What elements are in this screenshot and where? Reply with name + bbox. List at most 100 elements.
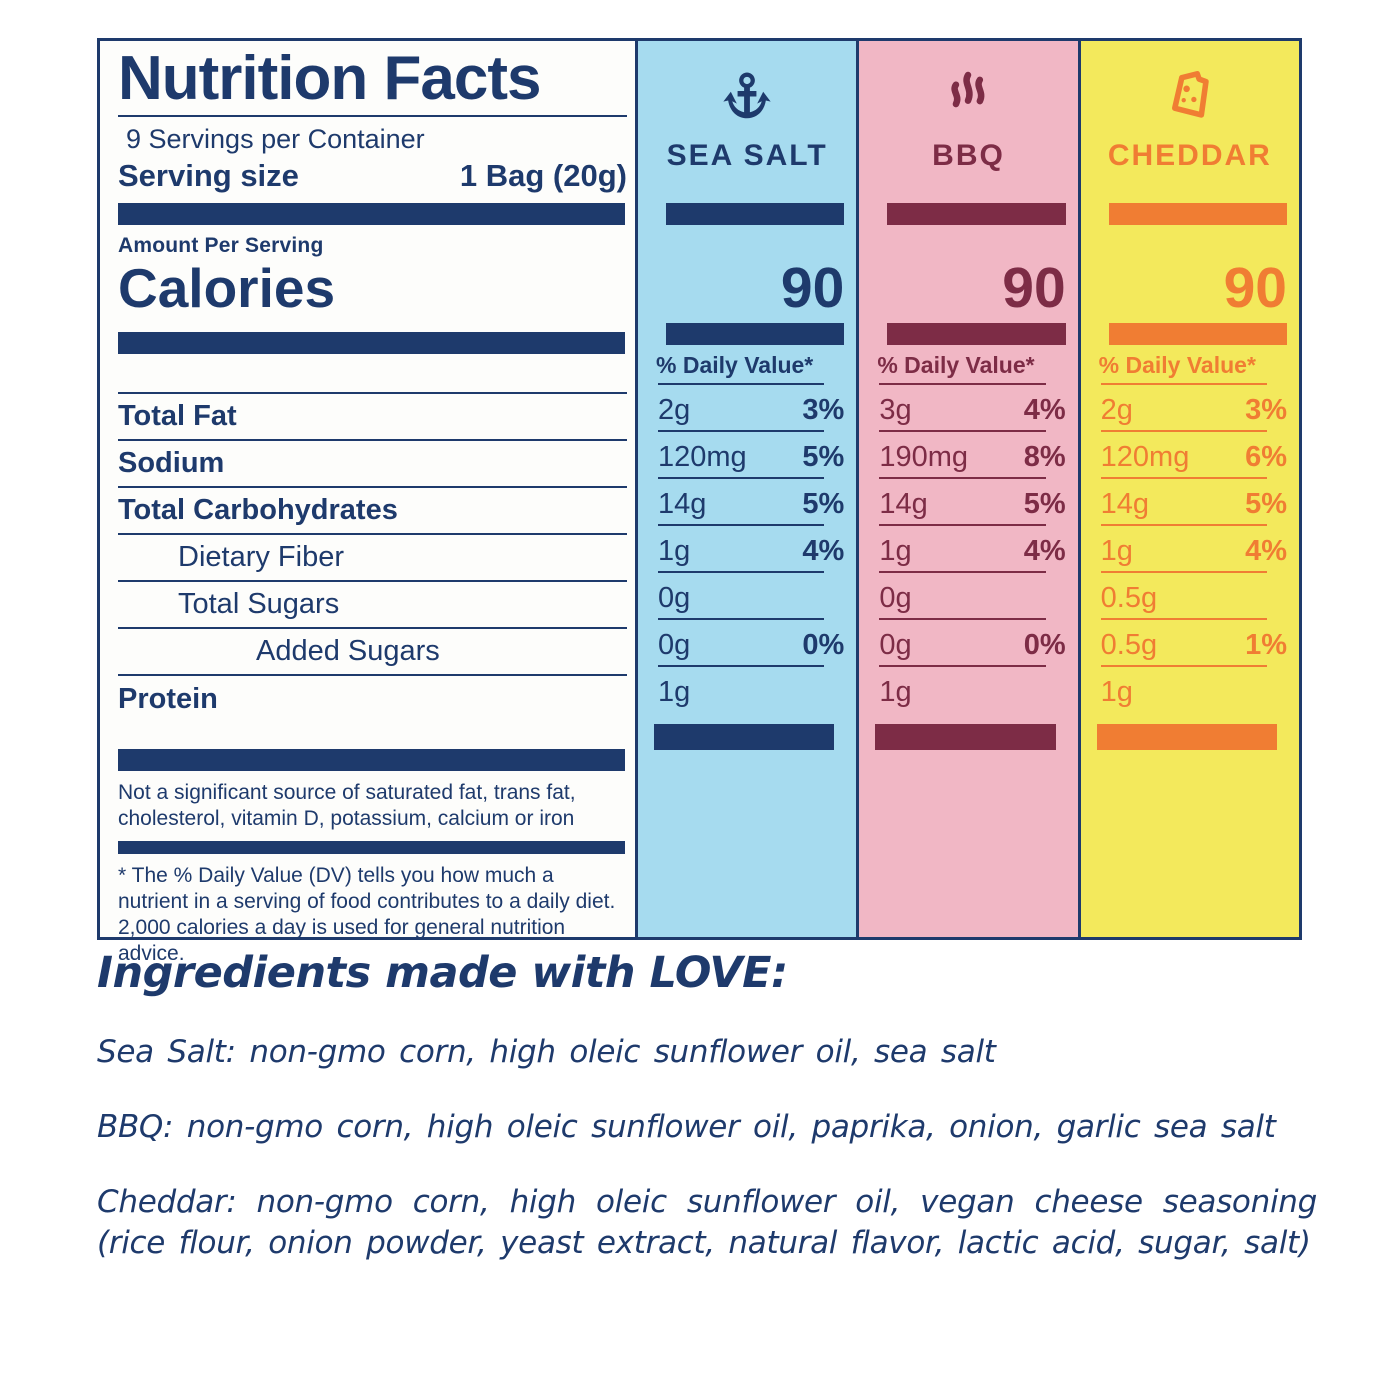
value-row: 1g 4%: [859, 526, 1077, 573]
daily-value-header: % Daily Value*: [859, 345, 1077, 385]
divider-bar: [118, 841, 625, 855]
amount-value: 14g: [879, 488, 928, 520]
nutrient-rows: Total Fat Sodium Total Carbohydrates Dietar…: [118, 394, 627, 723]
flavor-column-sea-salt: SEA SALT 90 % Daily Value* 2g 3% 120mg 5% 14…: [635, 41, 857, 937]
calories-value: 90: [1223, 256, 1287, 320]
flavor-header: BBQ: [859, 41, 1077, 203]
value-row: 0g 0%: [859, 620, 1077, 667]
amount-value: 0.5g: [1100, 582, 1158, 614]
daily-value-percent: 5%: [802, 488, 845, 520]
nutrient-label: Total Sugars: [178, 588, 340, 620]
flavor-name: BBQ: [932, 139, 1005, 172]
calories-value: 90: [1002, 256, 1066, 320]
nutrient-row-protein: Protein: [118, 676, 627, 723]
ingredients-sea-salt: Sea Salt: non-gmo corn, high oleic sunfl…: [97, 1034, 996, 1070]
divider-bar: [118, 203, 625, 225]
value-row: 1g: [859, 667, 1077, 714]
value-row: 14g 5%: [1081, 479, 1299, 526]
cheese-icon: [1171, 71, 1209, 118]
daily-value-percent: 3%: [1245, 394, 1287, 426]
value-row: 0.5g: [1081, 573, 1299, 620]
value-row: 3g 4%: [859, 385, 1077, 432]
anchor-icon: [723, 72, 771, 119]
amount-value: 120mg: [1100, 441, 1190, 473]
flavor-column-bbq: BBQ 90 % Daily Value* 3g 4% 190mg 8% 14g 5% 1g…: [856, 41, 1078, 937]
daily-value-header: % Daily Value*: [1081, 345, 1299, 385]
daily-value-header: % Daily Value*: [638, 345, 856, 385]
ingredients-cheddar: Cheddar: non-gmo corn, high oleic sunflo…: [97, 1183, 1317, 1261]
amount-value: 0.5g: [1100, 629, 1158, 661]
value-row: 14g 5%: [638, 479, 856, 526]
value-row: 1g 4%: [1081, 526, 1299, 573]
flavor-name: CHEDDAR: [1107, 139, 1272, 172]
amount-value: 0g: [879, 582, 912, 614]
amount-value: 0g: [658, 582, 691, 614]
nutrient-label: Dietary Fiber: [178, 541, 344, 573]
calories-row: 90: [1081, 225, 1299, 323]
daily-value-percent: 8%: [1023, 441, 1066, 473]
flavor-name: SEA SALT: [666, 139, 828, 172]
flavor-header: SEA SALT: [638, 41, 856, 203]
nutrient-values: 2g 3% 120mg 5% 14g 5% 1g 4% 0g 0g 0% 1g: [638, 385, 856, 714]
nutrient-values: 2g 3% 120mg 6% 14g 5% 1g 4% 0.5g 0.5g 1% 1g: [1081, 385, 1299, 714]
value-row: 0g: [859, 573, 1077, 620]
divider-bar: [887, 203, 1066, 225]
value-row: 1g 4%: [638, 526, 856, 573]
nutrition-facts-title: Nutrition Facts: [118, 41, 627, 118]
daily-value-percent: 4%: [1023, 394, 1066, 426]
flavor-icon: [718, 67, 776, 129]
nutrition-facts-left-panel: Nutrition Facts 9 Servings per Container…: [100, 41, 635, 965]
amount-value: 1g: [1100, 535, 1133, 567]
nutrition-facts-panel: Nutrition Facts 9 Servings per Container…: [97, 38, 1302, 965]
amount-value: 1g: [1100, 676, 1133, 708]
nutrient-row-sodium: Sodium: [118, 441, 627, 488]
value-row: 0g 0%: [638, 620, 856, 667]
value-row: 1g: [638, 667, 856, 714]
value-row: 0g: [638, 573, 856, 620]
nutrient-row-added-sugars: Added Sugars: [118, 629, 627, 676]
divider-bar: [1096, 724, 1277, 750]
nutrient-label: Added Sugars: [256, 635, 440, 667]
value-row: 2g 3%: [1081, 385, 1299, 432]
value-row: 1g: [1081, 667, 1299, 714]
divider-bar: [887, 323, 1066, 345]
amount-value: 120mg: [658, 441, 747, 473]
ingredients-heading: Ingredients made with LOVE:: [97, 948, 788, 998]
flavor-columns: SEA SALT 90 % Daily Value* 2g 3% 120mg 5% 14…: [635, 41, 1299, 937]
value-row: 190mg 8%: [859, 432, 1077, 479]
flavor-column-cheddar: CHEDDAR 90 % Daily Value* 2g 3% 120mg 6% 14g…: [1077, 41, 1299, 937]
amount-value: 2g: [658, 394, 691, 426]
nutrient-row-total-carbohydrates: Total Carbohydrates: [118, 488, 627, 535]
amount-value: 0g: [658, 629, 691, 661]
amount-value: 1g: [658, 676, 691, 708]
daily-value-percent: 4%: [1245, 535, 1287, 567]
footnote-daily-value: * The % Daily Value (DV) tells you how m…: [118, 864, 616, 966]
value-row: 2g 3%: [638, 385, 856, 432]
amount-value: 14g: [1100, 488, 1150, 520]
serving-size-row: Serving size 1 Bag (20g): [118, 158, 627, 194]
daily-value-percent: 5%: [1245, 488, 1287, 520]
calories-row: 90: [859, 225, 1077, 323]
daily-value-percent: 0%: [1023, 629, 1066, 661]
nutrient-label: Protein: [118, 683, 218, 715]
divider-bar: [666, 203, 845, 225]
calories-block: Amount Per Serving Calories: [118, 234, 627, 332]
daily-value-percent: 5%: [802, 441, 845, 473]
calories-label: Calories: [118, 257, 336, 319]
amount-value: 1g: [879, 676, 912, 708]
nutrient-row-total-sugars: Total Sugars: [118, 582, 627, 629]
ingredients-bbq: BBQ: non-gmo corn, high oleic sunflower …: [97, 1108, 1276, 1145]
flavor-icon: [1161, 67, 1219, 129]
nutrient-label: Total Fat: [118, 400, 237, 432]
amount-value: 3g: [879, 394, 912, 426]
divider-bar: [1108, 203, 1287, 225]
daily-value-percent: 0%: [802, 629, 845, 661]
amount-value: 1g: [879, 535, 912, 567]
amount-value: 0g: [879, 629, 912, 661]
divider-bar: [654, 724, 835, 750]
nutrient-row-dietary-fiber: Dietary Fiber: [118, 535, 627, 582]
divider-bar: [1108, 323, 1287, 345]
nutrient-row-total-fat: Total Fat: [118, 394, 627, 441]
daily-value-percent: 6%: [1245, 441, 1287, 473]
